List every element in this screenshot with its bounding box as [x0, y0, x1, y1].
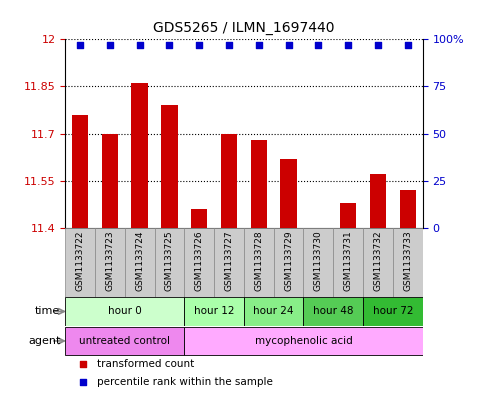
Text: percentile rank within the sample: percentile rank within the sample	[98, 377, 273, 387]
Text: transformed count: transformed count	[98, 359, 195, 369]
Text: hour 72: hour 72	[372, 307, 413, 316]
Point	[79, 379, 87, 386]
Text: GSM1133728: GSM1133728	[255, 230, 263, 291]
FancyBboxPatch shape	[244, 228, 274, 297]
FancyBboxPatch shape	[65, 327, 185, 355]
Text: hour 24: hour 24	[254, 307, 294, 316]
Bar	[281, 159, 297, 228]
FancyBboxPatch shape	[95, 228, 125, 297]
Point	[166, 42, 173, 48]
Bar	[131, 83, 148, 228]
Text: hour 48: hour 48	[313, 307, 354, 316]
FancyBboxPatch shape	[65, 297, 185, 325]
FancyBboxPatch shape	[363, 297, 423, 325]
FancyBboxPatch shape	[303, 297, 363, 325]
Text: time: time	[35, 307, 60, 316]
Text: untreated control: untreated control	[79, 336, 170, 346]
FancyBboxPatch shape	[363, 228, 393, 297]
Text: GSM1133726: GSM1133726	[195, 230, 204, 291]
Text: agent: agent	[28, 336, 60, 346]
Point	[314, 42, 322, 48]
Text: GSM1133722: GSM1133722	[76, 230, 85, 290]
FancyBboxPatch shape	[333, 228, 363, 297]
Text: GSM1133723: GSM1133723	[105, 230, 114, 291]
Bar	[340, 203, 356, 228]
Text: GSM1133727: GSM1133727	[225, 230, 233, 291]
Text: hour 0: hour 0	[108, 307, 142, 316]
Text: mycophenolic acid: mycophenolic acid	[255, 336, 353, 346]
FancyBboxPatch shape	[65, 228, 95, 297]
Point	[79, 361, 87, 367]
Bar	[102, 134, 118, 228]
FancyBboxPatch shape	[185, 327, 423, 355]
Text: GSM1133731: GSM1133731	[344, 230, 353, 291]
Text: GSM1133729: GSM1133729	[284, 230, 293, 291]
Text: GSM1133732: GSM1133732	[373, 230, 383, 291]
Point	[404, 42, 412, 48]
Point	[255, 42, 263, 48]
Bar	[370, 174, 386, 228]
Point	[374, 42, 382, 48]
Point	[285, 42, 293, 48]
Bar	[399, 190, 416, 228]
FancyBboxPatch shape	[185, 297, 244, 325]
Bar	[221, 134, 237, 228]
Point	[136, 42, 143, 48]
FancyBboxPatch shape	[393, 228, 423, 297]
Text: hour 12: hour 12	[194, 307, 234, 316]
FancyBboxPatch shape	[125, 228, 155, 297]
Text: GSM1133733: GSM1133733	[403, 230, 412, 291]
Point	[344, 42, 352, 48]
Bar	[251, 140, 267, 228]
Text: GSM1133725: GSM1133725	[165, 230, 174, 291]
FancyBboxPatch shape	[244, 297, 303, 325]
Bar	[191, 209, 207, 228]
Point	[76, 42, 84, 48]
Point	[196, 42, 203, 48]
Text: GSM1133730: GSM1133730	[314, 230, 323, 291]
Text: GSM1133724: GSM1133724	[135, 230, 144, 290]
Point	[225, 42, 233, 48]
FancyBboxPatch shape	[155, 228, 185, 297]
FancyBboxPatch shape	[303, 228, 333, 297]
Bar	[161, 105, 178, 228]
FancyBboxPatch shape	[185, 228, 214, 297]
FancyBboxPatch shape	[214, 228, 244, 297]
Title: GDS5265 / ILMN_1697440: GDS5265 / ILMN_1697440	[153, 22, 335, 35]
Point	[106, 42, 114, 48]
FancyBboxPatch shape	[274, 228, 303, 297]
Bar	[72, 115, 88, 228]
